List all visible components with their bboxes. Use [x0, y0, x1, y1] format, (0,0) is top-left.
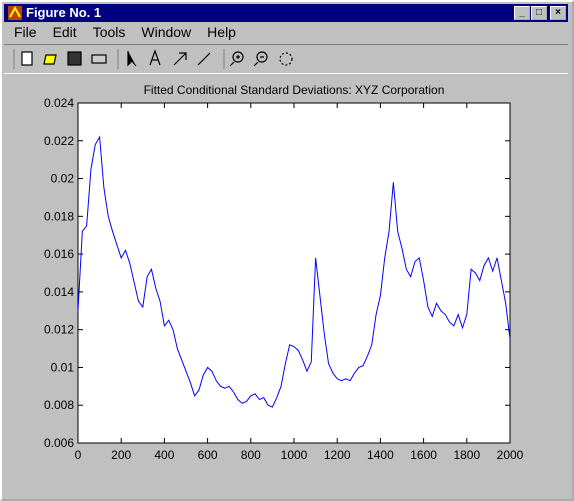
- x-tick-label: 1800: [453, 448, 480, 462]
- x-tick-label: 600: [198, 448, 218, 462]
- window-title: Figure No. 1: [26, 5, 102, 20]
- y-tick-label: 0.012: [44, 323, 74, 337]
- open-icon[interactable]: [43, 54, 57, 65]
- x-tick-label: 1600: [410, 448, 437, 462]
- y-tick-label: 0.024: [44, 96, 74, 110]
- x-tick-label: 1200: [324, 448, 351, 462]
- text-icon[interactable]: [149, 49, 161, 66]
- rotate-icon[interactable]: [279, 52, 293, 66]
- minimize-button[interactable]: _: [514, 6, 530, 20]
- zoom-out-icon[interactable]: [256, 51, 268, 63]
- menu-item[interactable]: Edit: [52, 24, 77, 40]
- zoom-in-icon[interactable]: [232, 51, 244, 63]
- close-button[interactable]: ×: [550, 6, 566, 20]
- menu-bar: File Edit Tools Window Help: [6, 24, 244, 42]
- chart-title: Fitted Conditional Standard Deviations: …: [144, 83, 445, 97]
- y-tick-label: 0.01: [51, 360, 75, 374]
- save-icon[interactable]: [67, 51, 82, 66]
- menu-item[interactable]: Tools: [92, 24, 126, 40]
- x-tick-label: 800: [241, 448, 261, 462]
- toolbar-icons: [13, 49, 293, 69]
- menu-item[interactable]: File: [14, 24, 37, 40]
- y-tick-label: 0.006: [44, 436, 74, 450]
- y-tick-label: 0.022: [44, 134, 74, 148]
- line-icon[interactable]: [197, 52, 211, 66]
- y-tick-label: 0.016: [44, 247, 74, 261]
- y-tick-label: 0.014: [44, 285, 74, 299]
- y-tick-label: 0.02: [51, 172, 75, 186]
- new-icon[interactable]: [21, 51, 33, 66]
- y-tick-label: 0.008: [44, 398, 74, 412]
- plot-area: [77, 102, 511, 444]
- maximize-button[interactable]: □: [531, 6, 547, 20]
- toolbar: [4, 44, 568, 74]
- y-tick-label: 0.018: [44, 209, 74, 223]
- series-line: [77, 135, 511, 408]
- x-tick-label: 400: [154, 448, 174, 462]
- x-tick-label: 1000: [281, 448, 308, 462]
- menu-item[interactable]: Help: [207, 24, 236, 40]
- select-icon[interactable]: [127, 51, 137, 67]
- app-icon: [8, 5, 22, 20]
- x-tick-label: 0: [75, 448, 82, 462]
- x-tick-label: 1400: [367, 448, 394, 462]
- x-tick-label: 200: [111, 448, 131, 462]
- arrow-icon[interactable]: [173, 52, 187, 66]
- title-bar: Figure No. 1 _ □ ×: [4, 4, 568, 22]
- x-tick-label: 2000: [497, 448, 524, 462]
- print-icon[interactable]: [91, 54, 107, 64]
- menu-item[interactable]: Window: [141, 24, 192, 40]
